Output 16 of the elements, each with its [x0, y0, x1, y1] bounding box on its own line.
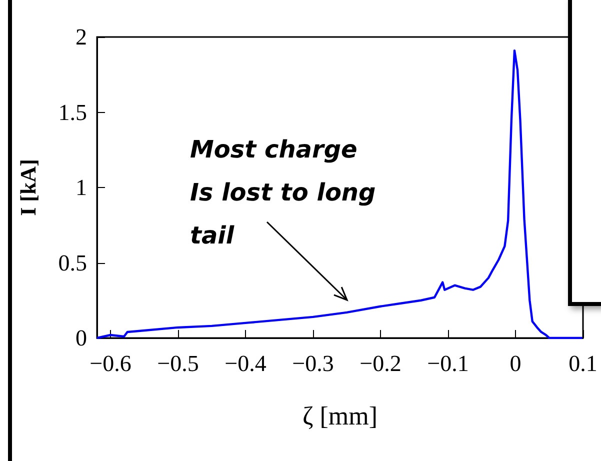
- x-tick-label: 0: [510, 351, 522, 376]
- y-tick-label: 1: [76, 175, 87, 200]
- y-axis-title: I [kA]: [16, 159, 40, 216]
- x-tick-label: −0.6: [90, 351, 132, 376]
- y-tick-label: 1.5: [58, 100, 87, 125]
- y-tick-label: 0: [76, 326, 87, 350]
- y-tick-label: 0.5: [58, 250, 87, 276]
- x-tick-label: 0.1: [568, 351, 598, 376]
- x-tick-label: −0.3: [292, 351, 334, 376]
- x-tick-label: −0.5: [157, 351, 199, 376]
- x-axis-title: ζ [mm]: [302, 402, 378, 430]
- x-tick-label: −0.1: [427, 351, 469, 376]
- x-tick-label: −0.4: [224, 351, 267, 376]
- x-tick-label: −0.2: [360, 351, 402, 376]
- y-tick-label: 2: [76, 24, 87, 50]
- annotation: Most charge Is lost to long tail: [190, 136, 376, 250]
